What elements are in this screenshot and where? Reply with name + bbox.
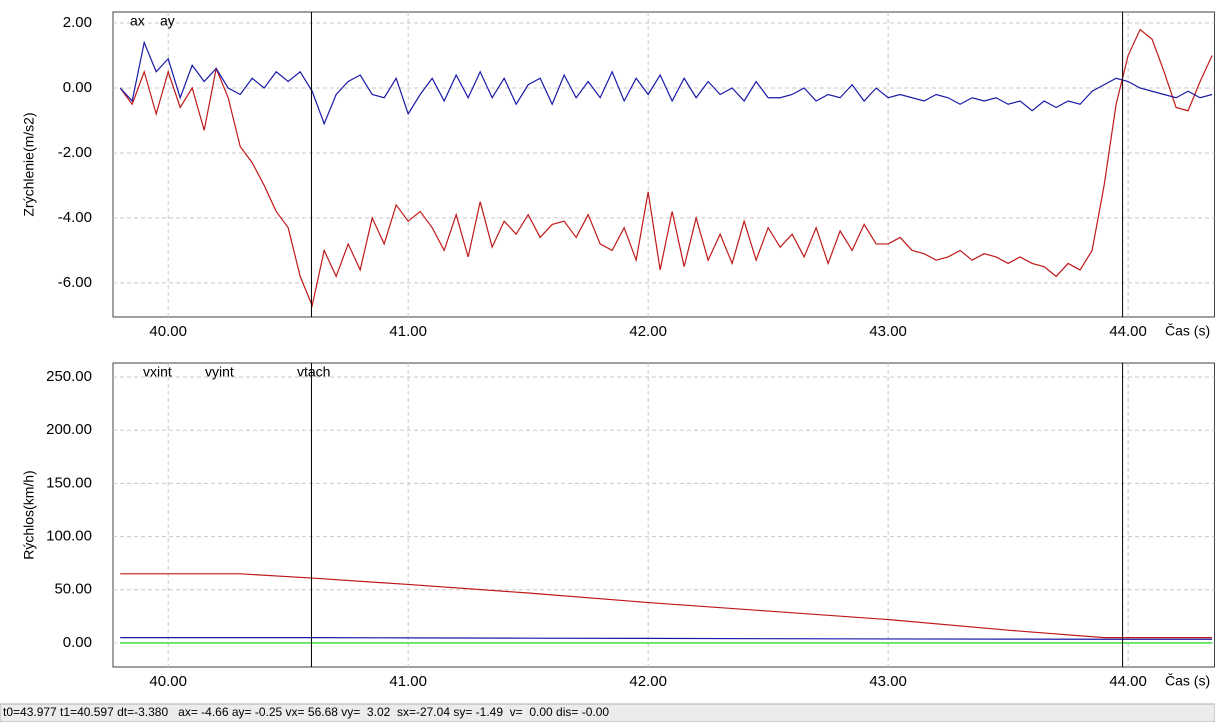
x-tick-label: 42.00 (629, 323, 667, 340)
data-line (120, 637, 1213, 640)
legend-entry: vyint (205, 364, 234, 380)
x-axis-label: Čas (s) (1165, 673, 1210, 689)
y-tick-label: 0.00 (63, 79, 92, 96)
x-tick-label: 44.00 (1109, 323, 1147, 340)
legend-entry: vxint (143, 364, 172, 380)
y-tick-label: 250.00 (46, 368, 92, 385)
legend-entry: ay (160, 13, 175, 29)
x-tick-label: 41.00 (389, 673, 427, 690)
x-tick-label: 40.00 (149, 673, 187, 690)
status-bar (0, 703, 1215, 722)
data-line (120, 573, 1213, 639)
x-tick-label: 44.00 (1109, 673, 1147, 690)
x-tick-label: 43.00 (869, 673, 907, 690)
y-tick-label: 100.00 (46, 528, 92, 545)
x-tick-label: 40.00 (149, 323, 187, 340)
y-axis-label: Rýchlos(km/h) (21, 470, 37, 559)
y-tick-label: 0.00 (63, 634, 92, 651)
y-tick-label: -6.00 (58, 274, 92, 291)
data-line (119, 40, 1213, 126)
legend-entry: vtach (297, 364, 330, 380)
y-tick-label: -2.00 (58, 144, 92, 161)
plot-area (112, 11, 1215, 318)
plot-area (112, 362, 1215, 668)
x-tick-label: 42.00 (629, 673, 667, 690)
x-axis-label: Čas (s) (1165, 323, 1210, 339)
status-text: t0=43.977 t1=40.597 dt=-3.380 ax= -4.66 … (3, 705, 609, 719)
y-axis-label: Zrýchlenie(m/s2) (21, 112, 37, 216)
x-tick-label: 41.00 (389, 323, 427, 340)
y-tick-label: 150.00 (46, 474, 92, 491)
y-tick-label: -4.00 (58, 209, 92, 226)
y-tick-label: 50.00 (54, 581, 92, 598)
x-tick-label: 43.00 (869, 323, 907, 340)
y-tick-label: 2.00 (63, 14, 92, 31)
legend-entry: ax (130, 13, 145, 29)
data-line (119, 28, 1213, 308)
y-tick-label: 200.00 (46, 421, 92, 438)
